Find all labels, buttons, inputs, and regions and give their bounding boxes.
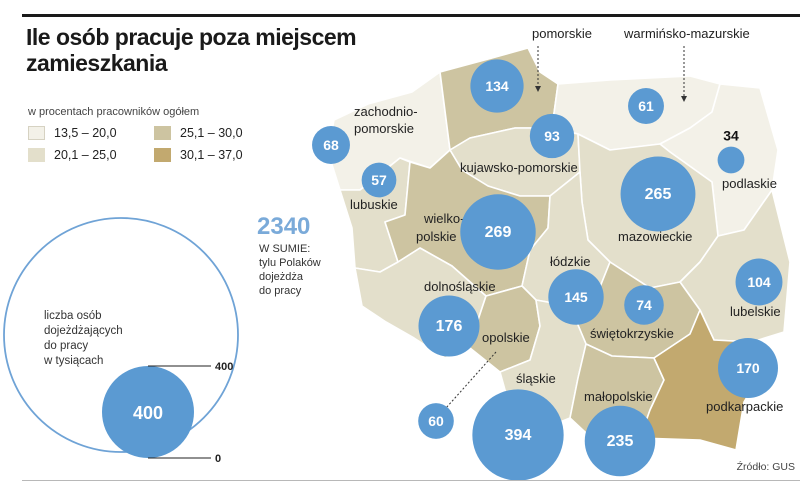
legend-label: 30,1 – 37,0 xyxy=(180,148,243,162)
label-lubuskie: lubuskie xyxy=(350,197,398,212)
bubble-value-dolno-l-skie: 176 xyxy=(436,318,463,335)
bubble-zachodnio-pomorskie xyxy=(312,126,350,164)
bubble-kujawsko-pomorskie xyxy=(529,113,575,159)
label-malopolskie: małopolskie xyxy=(584,389,653,404)
total-note-2: tylu Polaków xyxy=(259,257,321,269)
bubble-podlaskie xyxy=(717,146,745,174)
bubble-value--wi-tokrzyskie: 74 xyxy=(636,297,652,313)
bubble-value-zachodnio-pomorskie: 68 xyxy=(323,137,339,153)
arrowhead-pomorskie xyxy=(535,86,541,92)
bubble--wi-tokrzyskie xyxy=(624,285,664,325)
bubble-value-podlaskie: 34 xyxy=(723,128,739,144)
label-podlaskie: podlaskie xyxy=(722,176,777,191)
leader-opolskie xyxy=(445,351,497,409)
bubble-value--l-skie: 394 xyxy=(505,427,532,444)
legend-label: 13,5 – 20,0 xyxy=(54,126,117,140)
label-swietokrzyskie: świętokrzyskie xyxy=(590,326,674,341)
bubble-dolno-l-skie xyxy=(418,295,480,357)
legend-swatch xyxy=(28,148,45,162)
label-lubelskie: lubelskie xyxy=(730,304,781,319)
legend-label: 20,1 – 25,0 xyxy=(54,148,117,162)
legend-label: 25,1 – 30,0 xyxy=(180,126,243,140)
bubble-value-mazowieckie: 265 xyxy=(645,186,672,203)
bubble-value-wielko-polskie: 269 xyxy=(485,224,512,241)
leader-arrowheads xyxy=(535,86,687,102)
bubble-value-pomorskie: 134 xyxy=(485,78,509,94)
bubble-ma-opolskie xyxy=(584,405,656,477)
total-value: 2340 xyxy=(257,213,310,240)
arrowhead-warminsko-mazurskie xyxy=(681,96,687,102)
leader-lines xyxy=(445,46,685,409)
total-note-1: W SUMIE: xyxy=(259,243,310,255)
bubble-value-warmi-sko-mazurskie: 61 xyxy=(638,98,654,114)
label-slaskie: śląskie xyxy=(516,371,556,386)
label-pomorskie: pomorskie xyxy=(532,26,592,41)
legend-item-1: 13,5 – 20,0 xyxy=(28,126,117,140)
bubble-wielko-polskie xyxy=(460,194,536,270)
bubble-value-lubuskie: 57 xyxy=(371,172,387,188)
bubble-value-podkarpackie: 170 xyxy=(736,360,760,376)
reference-value: 400 xyxy=(133,403,163,423)
label-dolnoslaskie: dolnośląskie xyxy=(424,279,496,294)
bubble-lubuskie xyxy=(361,162,397,198)
label-mazowieckie: mazowieckie xyxy=(618,229,692,244)
legend-item-4: 30,1 – 37,0 xyxy=(154,148,243,162)
scale-description-4: w tysiącach xyxy=(43,355,103,367)
source-note: Źródło: GUS xyxy=(736,461,795,473)
bubble-value--dzkie: 145 xyxy=(564,289,588,305)
scale-description-3: do pracy xyxy=(44,340,88,352)
legend-subtitle: w procentach pracowników ogółem xyxy=(28,106,200,118)
bubble-opolskie xyxy=(418,403,454,439)
label-lodzkie: łódzkie xyxy=(550,254,590,269)
bubble-value-kujawsko-pomorskie: 93 xyxy=(544,128,560,144)
label-wielkopolskie-2: polskie xyxy=(416,229,456,244)
size-scale: 400 400 0 liczba osób dojeżdżających do … xyxy=(3,213,321,465)
label-wielkopolskie-1: wielko- xyxy=(423,211,464,226)
legend-swatch xyxy=(28,126,45,140)
label-zachodniopomorskie-1: zachodnio- xyxy=(354,104,418,119)
bubble-value-ma-opolskie: 235 xyxy=(607,433,634,450)
bubble-podkarpackie xyxy=(718,338,778,398)
legend-item-3: 25,1 – 30,0 xyxy=(154,126,243,140)
tick-label-bottom: 0 xyxy=(215,453,221,465)
label-kujawsko-pomorskie: kujawsko-pomorskie xyxy=(460,160,578,175)
label-zachodniopomorskie-2: pomorskie xyxy=(354,121,414,136)
bottom-rule xyxy=(22,480,800,481)
tick-label-top: 400 xyxy=(215,361,233,373)
label-podkarpackie: podkarpackie xyxy=(706,399,783,414)
label-warminsko-mazurskie: warmińsko-mazurskie xyxy=(623,26,750,41)
top-rule xyxy=(22,14,800,17)
legend-swatch xyxy=(154,126,171,140)
bubble--dzkie xyxy=(548,269,604,325)
bubble-value-lubelskie: 104 xyxy=(747,274,771,290)
label-opolskie: opolskie xyxy=(482,330,530,345)
legend-swatch xyxy=(154,148,171,162)
bubble-lubelskie xyxy=(735,258,783,306)
page-title: Ile osób pracuje poza miejscem zamieszka… xyxy=(26,24,357,76)
bubble-layer: 134 61 68 93 34 57 269 265 145 104 176 74 60 170 394 23… xyxy=(312,59,783,481)
legend-item-2: 20,1 – 25,0 xyxy=(28,148,117,162)
total-note-4: do pracy xyxy=(259,285,302,297)
scale-description-2: dojeżdżających xyxy=(44,325,123,337)
scale-description-1: liczba osób xyxy=(44,310,102,322)
reference-scale-circle xyxy=(102,366,194,458)
bubble-mazowieckie xyxy=(620,156,696,232)
bubble-value-opolskie: 60 xyxy=(428,413,444,429)
region-labels: pomorskie warmińsko-mazurskie zachodnio-… xyxy=(350,26,783,414)
bubble--l-skie xyxy=(472,389,564,481)
bubble-pomorskie xyxy=(470,59,524,113)
bubble-warmi-sko-mazurskie xyxy=(628,88,664,124)
total-note-3: dojeżdża xyxy=(259,271,304,283)
